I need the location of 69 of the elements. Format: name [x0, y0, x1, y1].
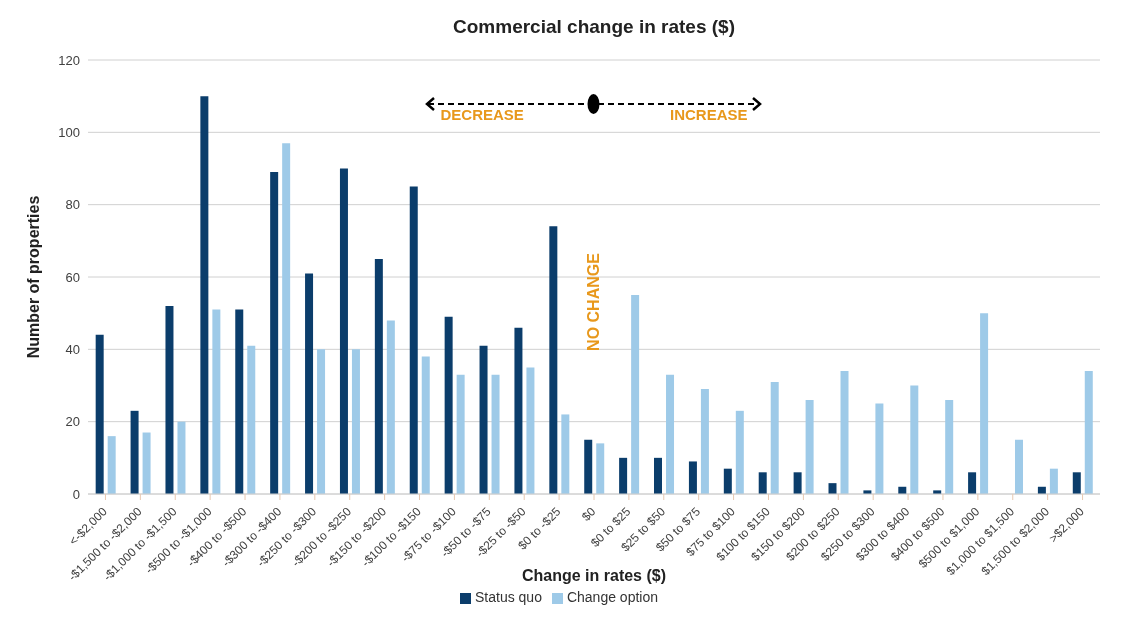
bar	[828, 483, 837, 494]
annotation: INCREASE	[669, 106, 748, 123]
bar	[305, 273, 314, 494]
bar	[177, 421, 186, 494]
annotation: DECREASE	[440, 106, 525, 123]
bar	[793, 472, 802, 494]
bar	[758, 472, 767, 494]
bar	[409, 186, 418, 494]
bar	[549, 226, 558, 494]
bar	[456, 374, 465, 494]
y-tick-label: 60	[65, 269, 80, 285]
bar	[212, 309, 221, 494]
legend-label: Status quo	[474, 589, 542, 605]
bar	[479, 345, 488, 494]
legend-label: Change option	[566, 589, 658, 605]
y-tick-label: 40	[65, 341, 80, 357]
bar	[968, 472, 977, 494]
bar	[339, 168, 348, 494]
bar	[526, 367, 535, 494]
bar	[631, 295, 640, 494]
bar	[700, 389, 709, 494]
bar	[247, 345, 256, 494]
bar	[514, 327, 523, 494]
bar	[875, 403, 884, 494]
bar	[444, 316, 453, 494]
bar	[688, 461, 697, 494]
bar	[596, 443, 605, 494]
bar	[980, 313, 989, 494]
bar	[130, 410, 139, 494]
bar	[805, 399, 814, 494]
chart-title: Commercial change in rates ($)	[452, 16, 736, 38]
bar	[200, 96, 209, 494]
bar	[374, 258, 383, 494]
bar	[1072, 472, 1081, 494]
bar	[142, 432, 151, 494]
bar	[270, 172, 279, 494]
bar	[386, 320, 395, 494]
bar	[165, 305, 174, 494]
y-tick-label: 80	[65, 197, 80, 213]
bar	[723, 468, 732, 494]
bar	[770, 381, 779, 494]
bar	[1049, 468, 1058, 494]
bar	[561, 414, 570, 494]
bar	[317, 349, 326, 494]
bar	[95, 334, 104, 494]
bar	[735, 410, 744, 494]
y-tick-label: 20	[65, 414, 80, 430]
bar	[945, 399, 954, 494]
y-tick-label: 0	[72, 486, 80, 502]
bar	[107, 436, 116, 494]
bar	[840, 371, 849, 494]
bar	[584, 439, 593, 494]
bar	[235, 309, 244, 494]
bar	[1084, 371, 1093, 494]
bar	[910, 385, 919, 494]
x-axis-title: Change in rates ($)	[521, 567, 667, 584]
y-tick-label: 120	[58, 52, 80, 68]
bar	[619, 457, 628, 494]
bar	[654, 457, 663, 494]
x-tick-label: $0	[579, 504, 599, 524]
bar	[351, 349, 360, 494]
bar	[491, 374, 500, 494]
y-axis-title: Number of properties	[24, 195, 42, 359]
y-tick-label: 100	[58, 124, 80, 140]
bar	[1014, 439, 1023, 494]
bar	[421, 356, 430, 494]
bar	[282, 143, 291, 494]
bar	[666, 374, 675, 494]
annotation: NO CHANGE	[585, 253, 603, 351]
